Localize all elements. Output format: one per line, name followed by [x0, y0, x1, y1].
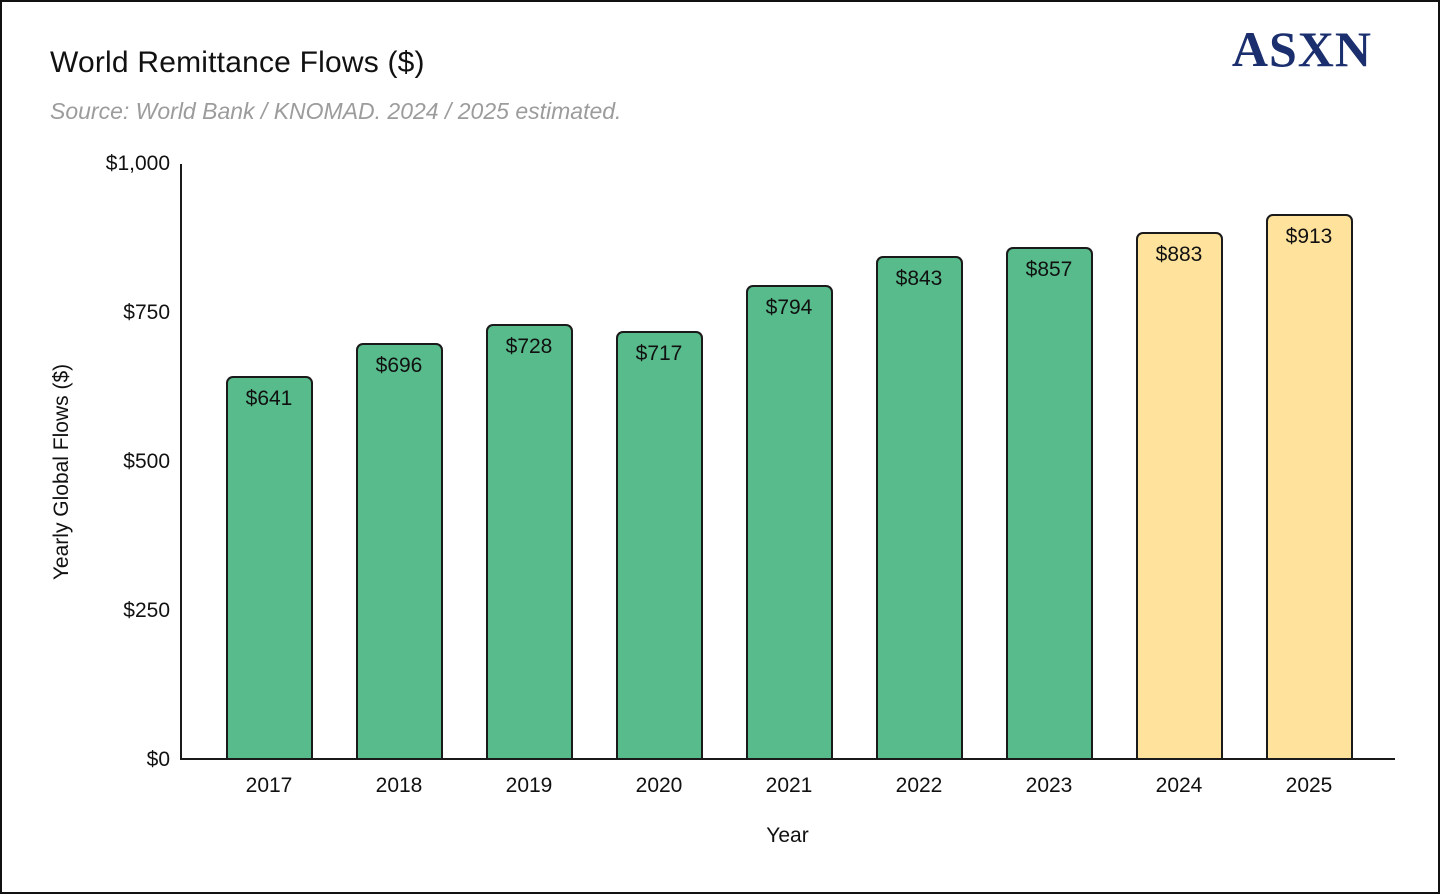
- bar-value-label-2018: $696: [375, 354, 423, 377]
- x-tick-label-2019: 2019: [505, 774, 553, 797]
- x-tick-label-2023: 2023: [1025, 774, 1073, 797]
- bar-2023: $857: [1005, 247, 1093, 758]
- y-tick-label-250: $250: [123, 599, 170, 622]
- bar-value-label-2017: $641: [245, 387, 293, 410]
- bar-2024: $883: [1135, 232, 1223, 758]
- chart-source-subtitle: Source: World Bank / KNOMAD. 2024 / 2025…: [50, 98, 622, 124]
- x-tick-label-2018: 2018: [375, 774, 423, 797]
- bar-2020: $717: [615, 331, 703, 758]
- x-tick-label-2024: 2024: [1155, 774, 1203, 797]
- bar-2017: $641: [225, 376, 313, 758]
- x-tick-label-2020: 2020: [635, 774, 683, 797]
- y-tick-label-500: $500: [123, 450, 170, 473]
- y-tick-label-1000: $1,000: [105, 152, 170, 175]
- chart-title: World Remittance Flows ($): [50, 46, 425, 79]
- bar-value-label-2020: $717: [635, 342, 683, 365]
- x-tick-label-2017: 2017: [245, 774, 293, 797]
- x-tick-label-2021: 2021: [765, 774, 813, 797]
- bar-value-label-2022: $843: [895, 267, 943, 290]
- bar-value-label-2019: $728: [505, 335, 553, 358]
- x-tick-label-2022: 2022: [895, 774, 943, 797]
- bar-2018: $696: [355, 343, 443, 758]
- bar-2019: $728: [485, 324, 573, 758]
- bar-value-label-2023: $857: [1025, 258, 1073, 281]
- bar-value-label-2024: $883: [1155, 243, 1203, 266]
- bar-value-label-2021: $794: [765, 296, 813, 319]
- y-axis-tick-labels: $1,000 $750 $500 $250 $0: [50, 152, 180, 771]
- y-tick-label-750: $750: [123, 301, 170, 324]
- bar-value-label-2025: $913: [1285, 225, 1333, 248]
- x-axis-title: Year: [766, 824, 809, 847]
- bar-2025: $913: [1265, 214, 1353, 758]
- bar-2021: $794: [745, 285, 833, 758]
- x-tick-label-2025: 2025: [1285, 774, 1333, 797]
- asxn-logo: ASXN: [1231, 21, 1372, 77]
- plot-area: $641 2017 $696 2018 $728 2019 $717 2020 $794 2021…: [180, 164, 1395, 797]
- y-tick-label-0: $0: [146, 748, 170, 771]
- bar-2022: $843: [875, 256, 963, 758]
